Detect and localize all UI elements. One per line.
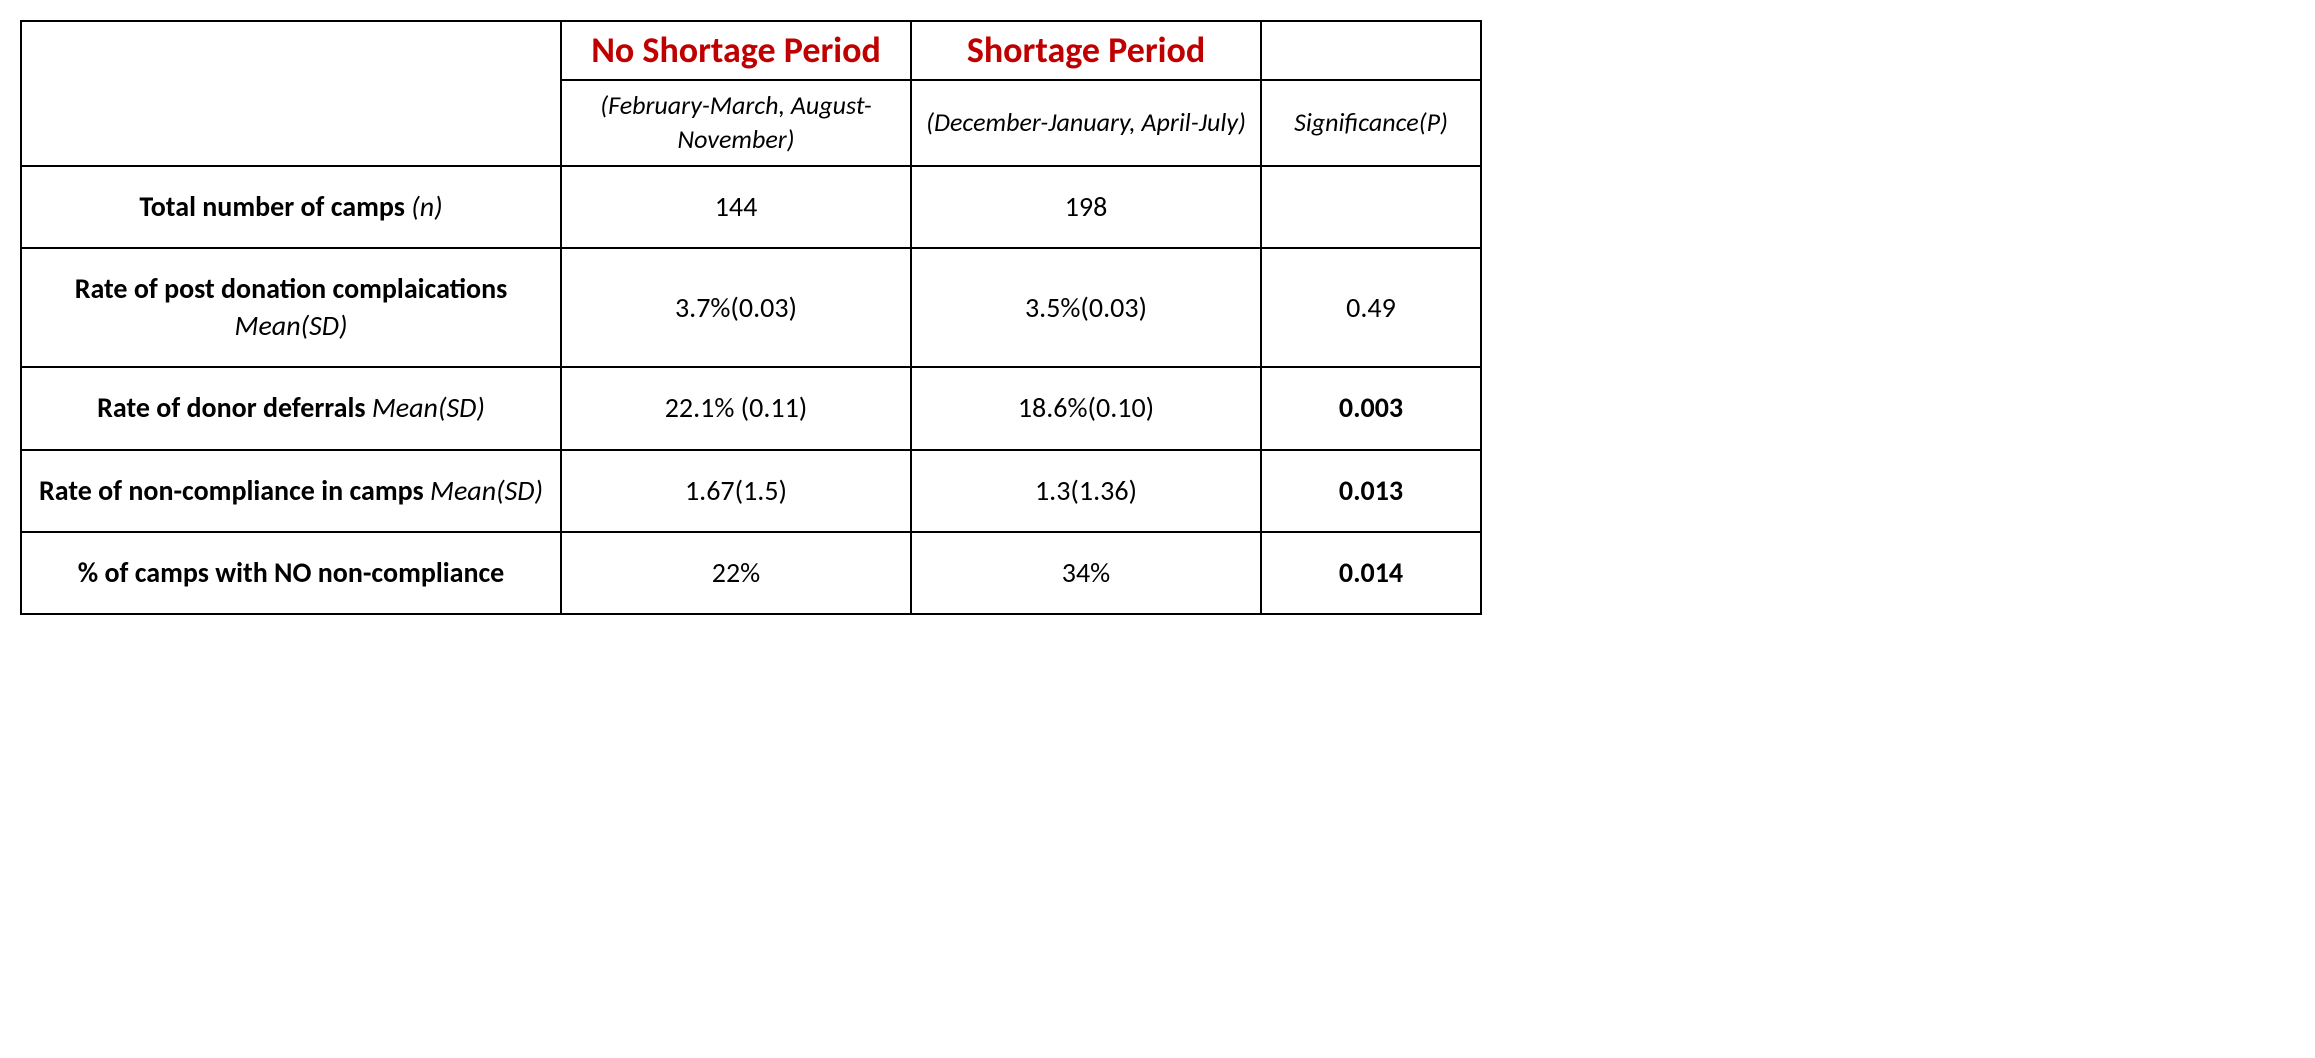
- cell-significance: [1261, 166, 1481, 248]
- row-label-bold: Total number of camps: [139, 189, 411, 224]
- cell-shortage: 34%: [911, 532, 1261, 614]
- header-sig-blank: [1261, 21, 1481, 80]
- subheader-no-shortage: (February-March, August-November): [561, 80, 911, 166]
- row-label-bold: % of camps with NO non-compliance: [78, 555, 505, 590]
- row-label: Rate of post donation complaications Mea…: [21, 248, 561, 367]
- cell-no-shortage: 22.1% (0.11): [561, 367, 911, 449]
- subheader-shortage: (December-January, April-July): [911, 80, 1261, 166]
- cell-shortage: 18.6%(0.10): [911, 367, 1261, 449]
- row-label-italic: Mean(SD): [430, 473, 543, 508]
- row-label-italic: Mean(SD): [235, 308, 348, 343]
- subheader-significance: Significance(P): [1261, 80, 1481, 166]
- cell-no-shortage: 1.67(1.5): [561, 450, 911, 532]
- cell-shortage: 198: [911, 166, 1261, 248]
- row-label: Total number of camps (n): [21, 166, 561, 248]
- row-label-italic: (n): [411, 189, 442, 224]
- row-label-bold: Rate of non-compliance in camps: [39, 473, 430, 508]
- cell-no-shortage: 22%: [561, 532, 911, 614]
- header-shortage: Shortage Period: [911, 21, 1261, 80]
- cell-significance: 0.014: [1261, 532, 1481, 614]
- cell-shortage: 1.3(1.36): [911, 450, 1261, 532]
- cell-significance: 0.003: [1261, 367, 1481, 449]
- cell-no-shortage: 3.7%(0.03): [561, 248, 911, 367]
- row-label: % of camps with NO non-compliance: [21, 532, 561, 614]
- row-label: Rate of non-compliance in camps Mean(SD): [21, 450, 561, 532]
- cell-shortage: 3.5%(0.03): [911, 248, 1261, 367]
- cell-significance: 0.49: [1261, 248, 1481, 367]
- row-label-italic: Mean(SD): [372, 390, 485, 425]
- row-label-bold: Rate of post donation complaications: [75, 271, 508, 306]
- row-label-bold: Rate of donor deferrals: [97, 390, 372, 425]
- header-no-shortage: No Shortage Period: [561, 21, 911, 80]
- row-label: Rate of donor deferrals Mean(SD): [21, 367, 561, 449]
- cell-no-shortage: 144: [561, 166, 911, 248]
- header-blank: [21, 21, 561, 166]
- comparison-table: No Shortage PeriodShortage Period(Februa…: [20, 20, 1482, 615]
- cell-significance: 0.013: [1261, 450, 1481, 532]
